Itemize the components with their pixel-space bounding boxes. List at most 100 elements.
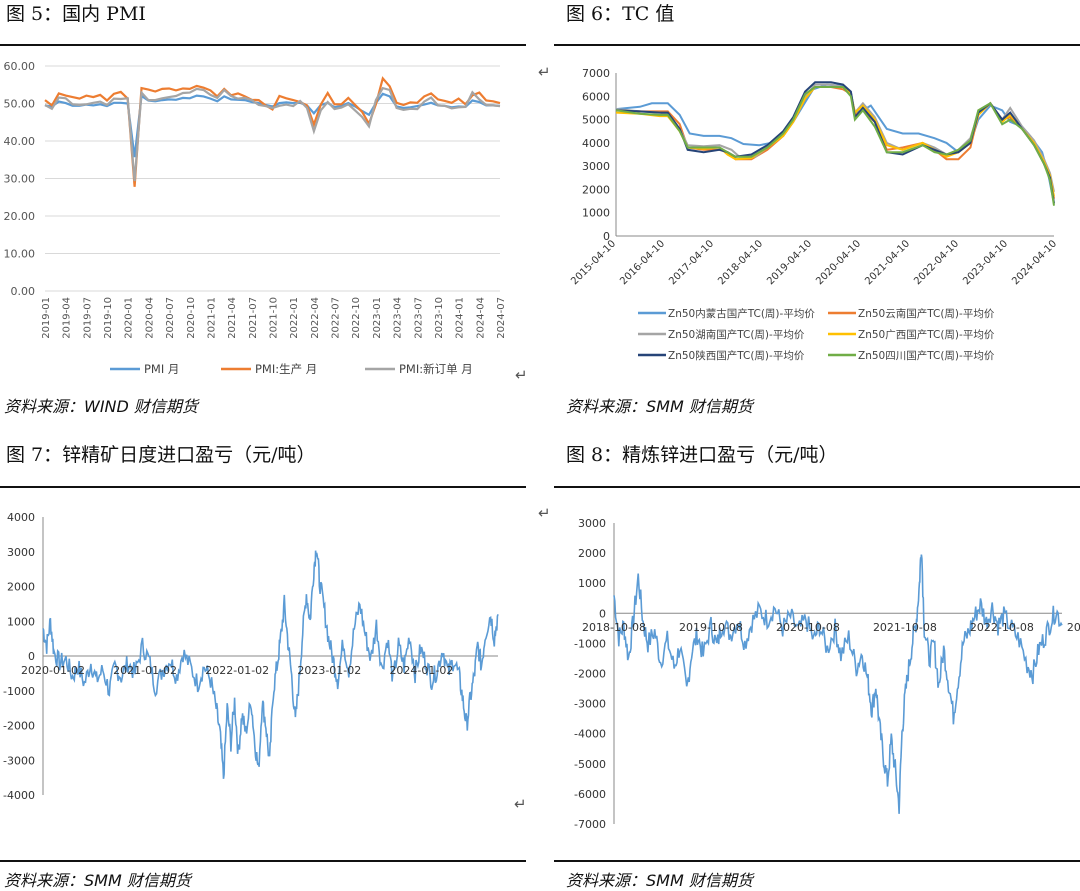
x-tick-label: 2024-04 [475,297,486,339]
x-tick-label: 2022-04-10 [912,238,961,287]
return-mark: ↵ [515,366,528,384]
y-tick-label: 1000 [578,577,606,590]
x-tick-label: 2020-01 [124,297,135,339]
x-tick-label: 2022-01 [289,297,300,339]
fig7-source: 资料来源：SMM 财信期货 [4,871,191,890]
x-tick-label: 2019-10-08 [679,621,743,634]
y-tick-label: -6000 [574,788,606,801]
y-tick-label: -3000 [3,754,35,767]
x-tick-label: 2017-04-10 [667,238,716,287]
fig7-top-rule [0,486,526,488]
legend-label: Zn50陕西国产TC(周)-平均价 [668,349,805,362]
fig8-top-rule [554,486,1080,488]
return-mark: ↵ [538,504,551,522]
y-tick-label: 5000 [582,114,610,127]
x-tick-label: 2021-01-02 [113,664,177,677]
legend-label: PMI 月 [144,362,179,376]
x-tick-label: 2024-01-02 [389,664,453,677]
fig6-title: 图 6：TC 值 [566,3,675,25]
y-tick-label: -4000 [574,728,606,741]
legend-label: Zn50广西国产TC(周)-平均价 [858,328,995,341]
y-tick-label: 7000 [582,67,610,80]
y-tick-label: 50.00 [4,98,36,111]
x-tick-label: 2021-04 [227,297,238,339]
legend-label: PMI:新订单 月 [399,362,473,376]
y-tick-label: 3000 [582,160,610,173]
x-tick-label: 2021-10 [269,297,280,339]
y-tick-label: 0 [599,607,606,620]
x-tick-label: 2021-01 [206,297,217,339]
fig8-title: 图 8：精炼锌进口盈亏（元/吨） [566,444,838,466]
x-tick-label: 2024-04-10 [1010,238,1059,287]
x-tick-label: 2018-10-08 [582,621,646,634]
x-tick-label: 2020-04-10 [814,238,863,287]
fig5-top-rule [0,44,526,46]
x-tick-label: 2022-10-08 [970,621,1034,634]
series-line [44,92,501,158]
x-tick-label: 2019-10 [103,297,114,339]
y-tick-label: 2000 [7,581,35,594]
x-tick-label: 2019-04 [62,297,73,339]
y-tick-label: 0.00 [11,285,36,298]
y-tick-label: 2000 [582,183,610,196]
y-tick-label: 1000 [582,207,610,220]
x-tick-label: 2023-01 [372,297,383,339]
y-tick-label: -4000 [3,789,35,802]
x-tick-label: 2021-07 [248,297,259,339]
y-tick-label: 10.00 [4,248,36,261]
x-tick-label: 2019-07 [82,297,93,339]
legend-label: Zn50云南国产TC(周)-平均价 [858,307,995,320]
y-tick-label: -2000 [3,720,35,733]
x-tick-label: 2021-10-08 [873,621,937,634]
y-tick-label: -7000 [574,818,606,831]
y-tick-label: -5000 [574,758,606,771]
y-tick-label: 3000 [578,517,606,530]
x-tick-label: 2016-04-10 [618,238,667,287]
fig5-source: 资料来源：WIND 财信期货 [4,397,198,416]
return-mark: ↵ [538,63,551,81]
x-tick-label: 2023-04-10 [961,238,1010,287]
fig8-bottom-rule [554,860,1080,862]
series-line [615,81,1055,204]
y-tick-label: -2000 [574,668,606,681]
y-tick-label: 40.00 [4,135,36,148]
x-tick-label: 2023-10 [434,297,445,339]
x-tick-label: 2020-01-02 [21,664,85,677]
fig7-title: 图 7：锌精矿日度进口盈亏（元/吨） [6,444,316,466]
y-tick-label: -3000 [574,698,606,711]
y-tick-label: 6000 [582,90,610,103]
series-line [615,83,1055,204]
y-tick-label: 0 [603,230,610,243]
x-tick-label: 2022-01-02 [205,664,269,677]
y-tick-label: -1000 [574,637,606,650]
x-tick-label: 2020-04 [144,297,155,339]
x-tick-label: 2021-04-10 [863,238,912,287]
x-tick-label: 2020-10-08 [776,621,840,634]
x-tick-label: 2024-07 [496,297,507,339]
legend-label: PMI:生产 月 [255,362,317,376]
series-line [615,86,1055,206]
x-tick-label: 2018-04-10 [716,238,765,287]
x-tick-label: 2019-04-10 [765,238,814,287]
legend-label: Zn50四川国产TC(周)-平均价 [858,349,995,362]
x-tick-label: 2019-01 [41,297,52,339]
legend-label: Zn50内蒙古国产TC(周)-平均价 [668,307,815,320]
fig7-bottom-rule [0,860,526,862]
y-tick-label: 30.00 [4,173,36,186]
series-line [44,76,501,187]
y-tick-label: 4000 [582,137,610,150]
pmi-chart: 0.00 10.00 20.00 30.00 40.00 50.00 60.00 2019-0… [4,60,508,376]
x-tick-label: 2023-10-08 [1067,621,1080,634]
x-tick-label: 2022-10 [351,297,362,339]
y-tick-label: 60.00 [4,60,36,73]
fig5-title: 图 5：国内 PMI [6,3,146,25]
y-tick-label: 4000 [7,511,35,524]
x-tick-label: 2022-04 [310,297,321,339]
series-line [613,554,1063,814]
y-tick-label: 2000 [578,547,606,560]
fig8-source: 资料来源：SMM 财信期货 [566,871,753,890]
x-tick-label: 2020-10 [186,297,197,339]
y-tick-label: 20.00 [4,210,36,223]
y-tick-label: 1000 [7,615,35,628]
